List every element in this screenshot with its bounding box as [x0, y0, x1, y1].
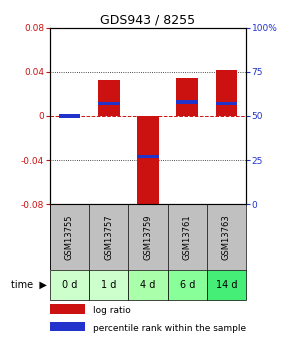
- Bar: [89, 269, 128, 300]
- Text: GSM13759: GSM13759: [144, 214, 152, 260]
- Text: 6 d: 6 d: [180, 280, 195, 290]
- Bar: [176, 100, 198, 104]
- Text: 4 d: 4 d: [140, 280, 156, 290]
- Bar: [137, 116, 159, 210]
- Bar: [168, 269, 207, 300]
- Bar: [128, 269, 168, 300]
- Text: GSM13761: GSM13761: [183, 214, 192, 260]
- Text: 14 d: 14 d: [216, 280, 237, 290]
- Text: GSM13755: GSM13755: [65, 214, 74, 260]
- Text: time  ▶: time ▶: [11, 280, 47, 290]
- Bar: [50, 322, 85, 331]
- Bar: [98, 80, 120, 116]
- Text: percentile rank within the sample: percentile rank within the sample: [93, 324, 246, 333]
- Bar: [216, 102, 237, 105]
- Bar: [176, 78, 198, 116]
- Text: GSM13757: GSM13757: [104, 214, 113, 260]
- Text: 1 d: 1 d: [101, 280, 116, 290]
- Bar: [137, 155, 159, 158]
- Text: log ratio: log ratio: [93, 306, 131, 315]
- Bar: [98, 102, 120, 105]
- Bar: [50, 269, 89, 300]
- Bar: [59, 114, 80, 118]
- Bar: [216, 70, 237, 116]
- Text: GSM13763: GSM13763: [222, 214, 231, 260]
- Bar: [50, 304, 85, 314]
- Title: GDS943 / 8255: GDS943 / 8255: [100, 13, 195, 27]
- Text: 0 d: 0 d: [62, 280, 77, 290]
- Bar: [207, 269, 246, 300]
